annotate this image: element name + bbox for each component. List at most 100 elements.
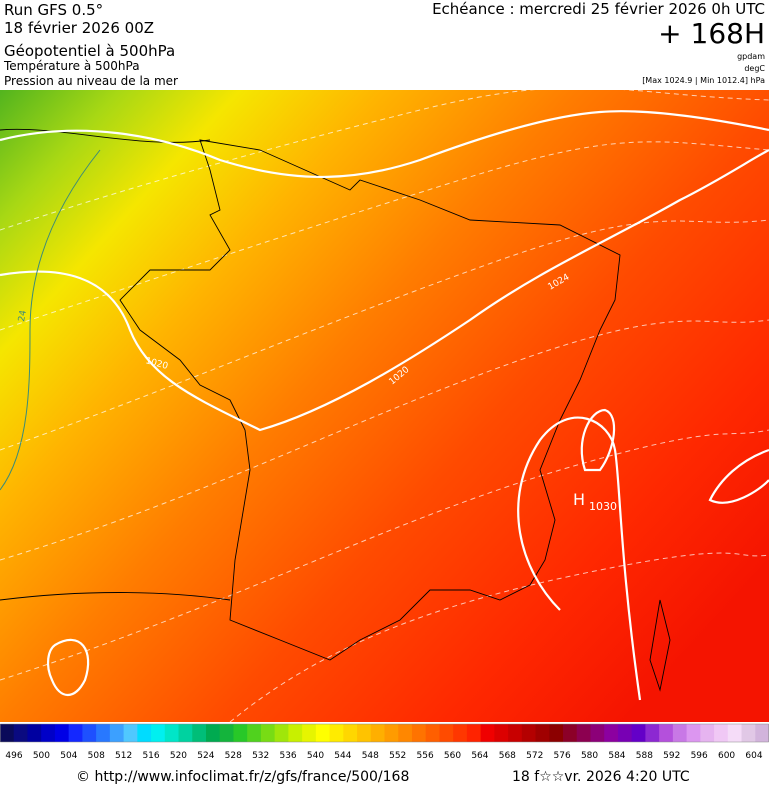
colorbar-swatch [343,724,358,742]
lead-time: + 168H [658,17,765,50]
contour [0,87,769,231]
colorbar-label: 552 [389,751,406,761]
colorbar-label: 500 [33,751,50,761]
high-value: 1030 [589,500,617,513]
geopotential-contours [0,87,769,723]
colorbar-swatch [521,724,537,742]
colorbar-label: 576 [554,751,571,761]
isotherm-label: 24 [17,309,29,322]
colorbar-label: 596 [691,751,708,761]
colorbar-swatch [13,724,28,742]
colorbar-label: 592 [663,751,680,761]
colorbar-swatch [466,724,482,742]
colorbar-swatch [727,724,743,742]
colorbar-swatch [494,724,509,742]
colorbar-label: 560 [444,751,461,761]
colorbar-swatch [700,724,715,742]
france-outline [119,139,621,661]
colorbar-swatch [411,724,427,742]
colorbar-swatch [274,724,289,742]
colorbar-swatch [439,724,454,742]
colorbar-swatch [453,724,468,742]
isobar [46,638,90,697]
colorbar-swatch [0,724,15,742]
colorbar-swatch [192,724,207,742]
colorbar-swatch [604,724,619,742]
colorbar-swatch [425,724,440,742]
colorbar-label: 568 [499,751,516,761]
colorbar-label: 604 [745,751,762,761]
colorbar-label: 528 [225,751,242,761]
colorbar-swatch [178,724,193,742]
colorbar-swatch [219,724,234,742]
colorbar-swatch [508,724,523,742]
contour [229,552,769,723]
colorbar-swatch [123,724,138,742]
colorbar-swatch [659,724,674,742]
colorbar-swatch [233,724,248,742]
colorbar-swatch [686,724,701,742]
contour [0,219,769,451]
colorbar-swatch [398,724,413,742]
colorbar-swatch [357,724,372,742]
colorbar-label: 584 [608,751,625,761]
colorbar-label: 532 [252,751,269,761]
colorbar-swatch [82,724,97,742]
isobar [580,408,616,472]
map: 1020 1024 1020 24 H 1030 [0,87,769,723]
colorbar-swatch [41,724,56,742]
colorbar-swatch [247,724,262,742]
pressure-label: Pression au niveau de la mer [4,74,178,88]
pressure-range: [Max 1024.9 | Min 1012.4] hPa [642,76,765,85]
colorbar-label: 508 [88,751,105,761]
colorbar-swatch [631,724,646,742]
run-title: Run GFS 0.5° [4,1,103,19]
colorbar-label: 544 [334,751,351,761]
coastline [0,128,671,692]
colorbar-swatch [329,724,344,742]
unit-geopotential: gpdam [737,52,765,61]
colorbar-label: 504 [60,751,77,761]
colorbar-swatch [137,724,152,742]
uk-coast [0,128,211,143]
colorbar-swatch [96,724,111,742]
colorbar-swatch [288,724,303,742]
isobar [0,149,769,432]
colorbar-label: 536 [279,751,296,761]
colorbar-swatch [480,724,495,742]
temperature-field [0,90,769,722]
colorbar-label: 524 [197,751,214,761]
colorbar-swatch [645,724,660,742]
colorbar-label: 516 [142,751,159,761]
isobar [708,448,769,504]
colorbar-swatch [563,724,578,742]
colorbar-swatch [151,724,166,742]
colorbar-swatch [535,724,550,742]
colorbar-swatch [576,724,591,742]
colorbar-swatch [672,724,688,742]
spain-coast [0,592,231,601]
colorbar-swatch [741,724,756,742]
temperature-label: Température à 500hPa [3,59,140,73]
contour [0,141,769,331]
echeance: Echéance : mercredi 25 février 2026 0h U… [432,0,765,18]
colorbar-swatch [27,724,42,742]
colorbar-swatch [54,724,70,742]
colorbar-label: 520 [170,751,187,761]
colorbar-label: 580 [581,751,598,761]
colorbar-label: 572 [526,751,543,761]
colorbar-label: 512 [115,751,132,761]
colorbar-swatch [68,724,83,742]
colorbar-swatch [302,724,317,742]
colorbar-label: 600 [718,751,735,761]
colorbar-label: 588 [636,751,653,761]
colorbar-swatch [205,724,221,742]
isobars [0,110,769,701]
isobar [0,110,769,179]
source-url[interactable]: © http://www.infoclimat.fr/z/gfs/france/… [76,769,409,785]
run-date: 18 février 2026 00Z [4,19,154,37]
colorbar-swatch [617,724,633,742]
colorbar-label: 496 [5,751,22,761]
colorbar-swatch [714,724,729,742]
